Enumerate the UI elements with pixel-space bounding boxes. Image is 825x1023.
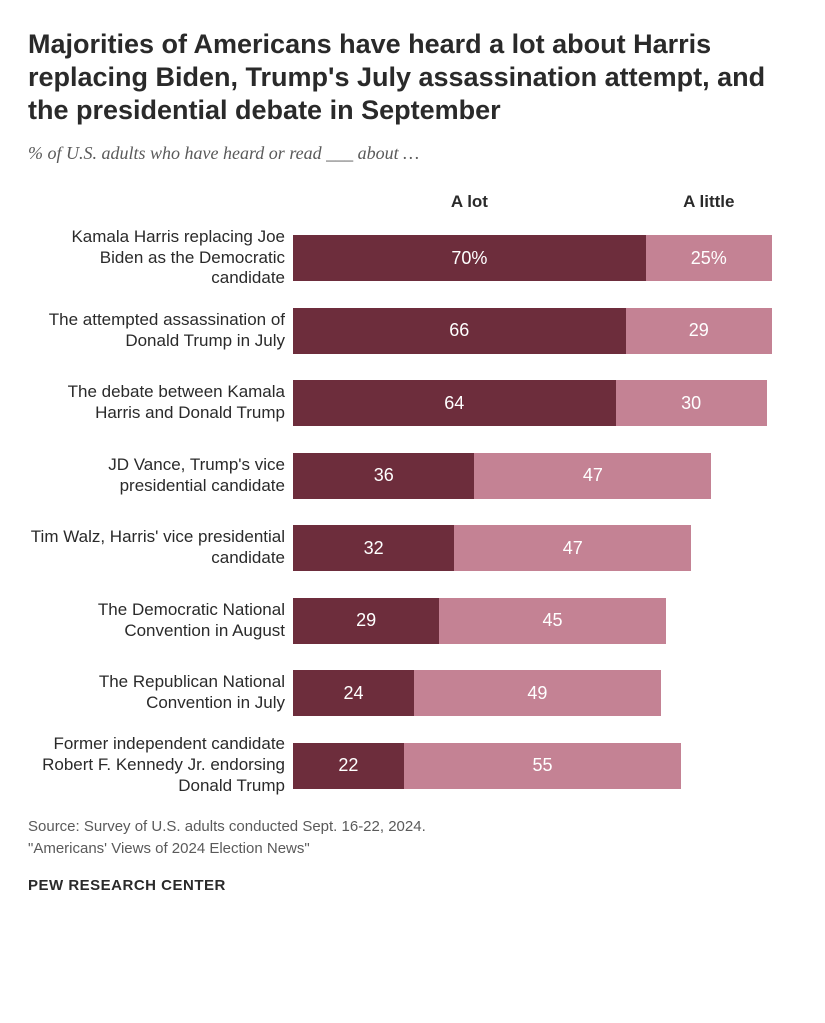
value-alittle: 45 <box>543 610 563 631</box>
value-alittle: 49 <box>527 683 547 704</box>
value-alot: 36 <box>374 465 394 486</box>
label-row: The Democratic National Convention in Au… <box>28 584 293 657</box>
bar-segment-alot: 29 <box>293 598 439 644</box>
label-row: The attempted assassination of Donald Tr… <box>28 294 293 367</box>
chart-subtitle: % of U.S. adults who have heard or read … <box>28 143 797 164</box>
label-row: Tim Walz, Harris' vice presidential cand… <box>28 512 293 585</box>
bar-row: 36 47 <box>293 439 797 512</box>
bar-track: 32 47 <box>293 525 797 571</box>
value-alittle: 30 <box>681 393 701 414</box>
value-alot: 32 <box>364 538 384 559</box>
bar-track: 29 45 <box>293 598 797 644</box>
source-line-1: Source: Survey of U.S. adults conducted … <box>28 818 426 835</box>
bar-segment-alittle: 30 <box>616 380 767 426</box>
stacked-bar-chart: Kamala Harris replacing Joe Biden as the… <box>28 192 797 802</box>
value-alittle: 55 <box>532 755 552 776</box>
bar-track: 66 29 <box>293 308 797 354</box>
row-label: Tim Walz, Harris' vice presidential cand… <box>28 527 293 568</box>
row-label: Kamala Harris replacing Joe Biden as the… <box>28 227 293 289</box>
source-line-2: "Americans' Views of 2024 Election News" <box>28 840 310 857</box>
bar-row: 70% 25% <box>293 222 797 295</box>
row-label: The Republican National Convention in Ju… <box>28 672 293 713</box>
bar-track: 70% 25% <box>293 235 797 281</box>
value-alittle: 25% <box>691 248 727 269</box>
label-row: JD Vance, Trump's vice presidential cand… <box>28 439 293 512</box>
legend-alot: A lot <box>293 192 646 222</box>
value-alittle: 29 <box>689 320 709 341</box>
value-alittle: 47 <box>563 538 583 559</box>
value-alot: 22 <box>338 755 358 776</box>
bar-track: 24 49 <box>293 670 797 716</box>
bar-segment-alot: 66 <box>293 308 626 354</box>
bar-segment-alot: 36 <box>293 453 474 499</box>
bar-row: 66 29 <box>293 294 797 367</box>
value-alittle: 47 <box>583 465 603 486</box>
row-label: Former independent candidate Robert F. K… <box>28 734 293 796</box>
label-row: Kamala Harris replacing Joe Biden as the… <box>28 222 293 295</box>
bar-row: 64 30 <box>293 367 797 440</box>
bar-segment-alittle: 47 <box>454 525 691 571</box>
labels-column: Kamala Harris replacing Joe Biden as the… <box>28 192 293 802</box>
label-row: The Republican National Convention in Ju… <box>28 657 293 730</box>
bar-track: 22 55 <box>293 743 797 789</box>
value-alot: 70% <box>451 248 487 269</box>
chart-title: Majorities of Americans have heard a lot… <box>28 28 797 127</box>
bar-segment-alittle: 25% <box>646 235 772 281</box>
bar-track: 36 47 <box>293 453 797 499</box>
bar-segment-alittle: 45 <box>439 598 666 644</box>
bar-row: 32 47 <box>293 512 797 585</box>
label-row: Former independent candidate Robert F. K… <box>28 729 293 802</box>
bar-segment-alot: 22 <box>293 743 404 789</box>
bar-row: 24 49 <box>293 657 797 730</box>
bars-column: A lotA little 70% 25% 66 29 64 30 36 47 32 47 29 45… <box>293 192 797 802</box>
value-alot: 66 <box>449 320 469 341</box>
value-alot: 29 <box>356 610 376 631</box>
bar-segment-alot: 64 <box>293 380 616 426</box>
bar-row: 29 45 <box>293 584 797 657</box>
value-alot: 64 <box>444 393 464 414</box>
row-label: JD Vance, Trump's vice presidential cand… <box>28 455 293 496</box>
row-label: The debate between Kamala Harris and Don… <box>28 382 293 423</box>
bar-track: 64 30 <box>293 380 797 426</box>
bar-segment-alittle: 55 <box>404 743 681 789</box>
bar-segment-alot: 24 <box>293 670 414 716</box>
legend-alittle: A little <box>646 192 772 222</box>
bar-segment-alot: 32 <box>293 525 454 571</box>
bar-row: 22 55 <box>293 729 797 802</box>
label-row: The debate between Kamala Harris and Don… <box>28 367 293 440</box>
row-label: The Democratic National Convention in Au… <box>28 600 293 641</box>
bar-segment-alittle: 49 <box>414 670 661 716</box>
bar-segment-alittle: 47 <box>474 453 711 499</box>
row-label: The attempted assassination of Donald Tr… <box>28 310 293 351</box>
value-alot: 24 <box>343 683 363 704</box>
publisher-footer: PEW RESEARCH CENTER <box>28 877 797 894</box>
bar-segment-alot: 70% <box>293 235 646 281</box>
bar-segment-alittle: 29 <box>626 308 772 354</box>
source-note: Source: Survey of U.S. adults conducted … <box>28 816 797 861</box>
